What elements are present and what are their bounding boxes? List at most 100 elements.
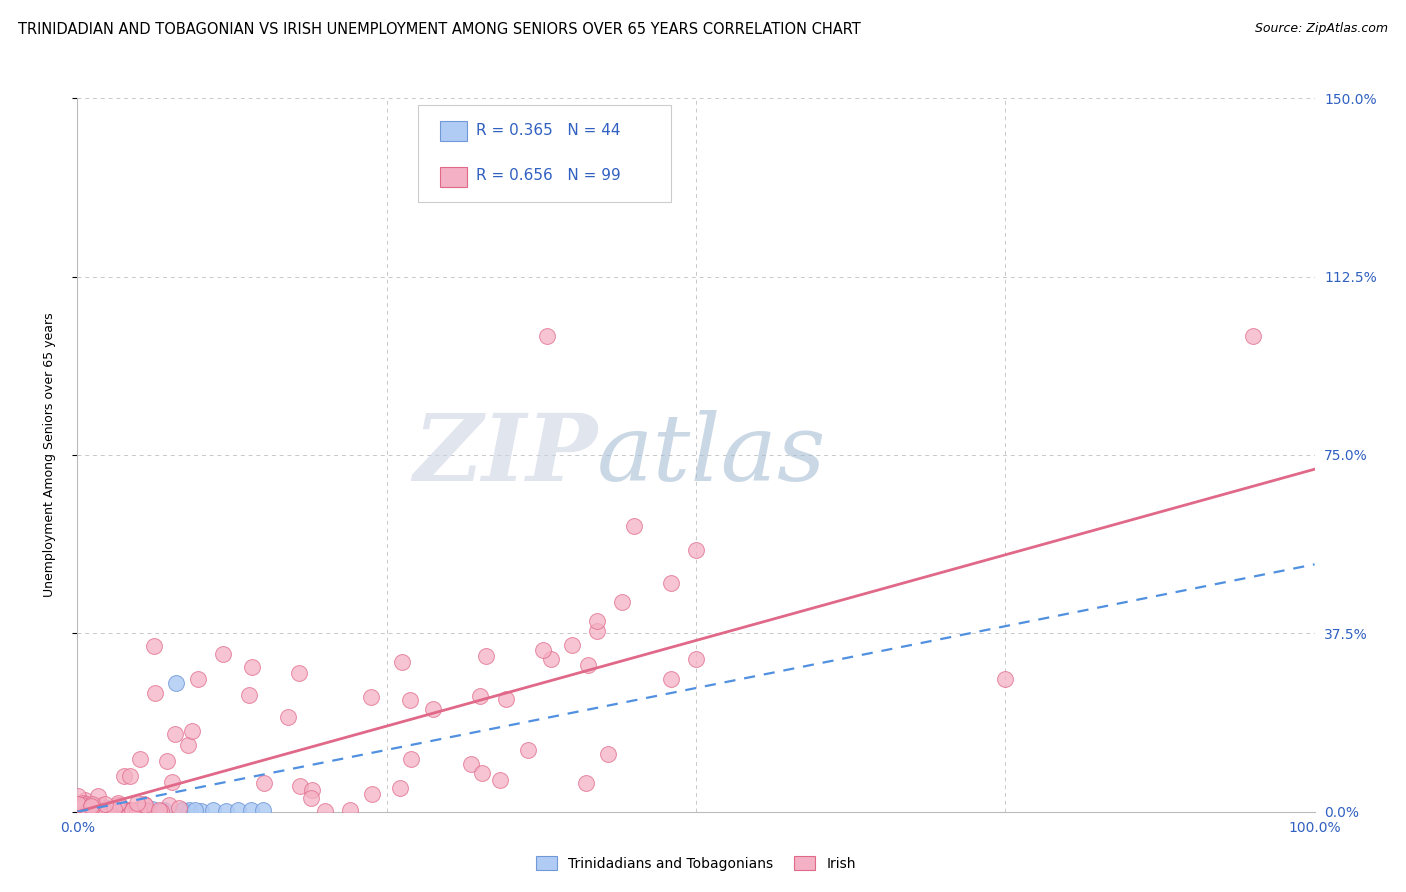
Point bbox=[73, 801, 96, 815]
Point bbox=[360, 690, 382, 705]
Point bbox=[495, 692, 517, 706]
Point bbox=[69, 801, 91, 815]
Legend: Trinidadians and Tobagonians, Irish: Trinidadians and Tobagonians, Irish bbox=[530, 850, 862, 876]
Point bbox=[299, 790, 322, 805]
Point bbox=[107, 797, 129, 811]
Point bbox=[575, 776, 598, 790]
Point bbox=[80, 801, 103, 815]
Point bbox=[69, 803, 91, 817]
Point bbox=[66, 802, 89, 816]
Text: TRINIDADIAN AND TOBAGONIAN VS IRISH UNEMPLOYMENT AMONG SENIORS OVER 65 YEARS COR: TRINIDADIAN AND TOBAGONIAN VS IRISH UNEM… bbox=[18, 22, 860, 37]
Point bbox=[659, 576, 682, 591]
Point bbox=[211, 647, 233, 661]
Point bbox=[339, 803, 361, 817]
Point bbox=[84, 804, 107, 818]
Point bbox=[77, 805, 100, 819]
Point bbox=[586, 615, 609, 629]
Point bbox=[474, 648, 496, 663]
Point bbox=[401, 752, 423, 766]
Point bbox=[238, 689, 260, 703]
Point bbox=[277, 710, 299, 724]
FancyBboxPatch shape bbox=[418, 105, 671, 202]
Point bbox=[105, 802, 128, 816]
Point bbox=[536, 329, 558, 343]
Point bbox=[83, 804, 105, 818]
Point bbox=[103, 802, 125, 816]
Text: ZIP: ZIP bbox=[413, 410, 598, 500]
Point bbox=[97, 803, 120, 817]
Point bbox=[83, 798, 105, 813]
Point bbox=[72, 796, 94, 810]
Point bbox=[114, 803, 136, 817]
Point bbox=[659, 672, 682, 686]
Point bbox=[77, 803, 100, 817]
Point bbox=[91, 804, 114, 818]
Point bbox=[685, 543, 707, 558]
Point bbox=[67, 802, 90, 816]
Point bbox=[165, 676, 187, 690]
Point bbox=[314, 804, 336, 818]
Point bbox=[156, 754, 179, 768]
Point bbox=[132, 803, 155, 817]
Point bbox=[471, 766, 494, 780]
Y-axis label: Unemployment Among Seniors over 65 years: Unemployment Among Seniors over 65 years bbox=[44, 312, 56, 598]
Point bbox=[288, 779, 311, 793]
Point bbox=[105, 798, 128, 813]
Point bbox=[89, 802, 111, 816]
Point bbox=[163, 727, 186, 741]
Point bbox=[143, 685, 166, 699]
Point bbox=[128, 752, 150, 766]
Point bbox=[132, 797, 155, 811]
Text: R = 0.656   N = 99: R = 0.656 N = 99 bbox=[475, 169, 620, 184]
Point bbox=[141, 802, 163, 816]
Point bbox=[239, 803, 262, 817]
Point bbox=[120, 769, 142, 783]
Point bbox=[96, 801, 118, 815]
Point bbox=[540, 651, 562, 665]
Point bbox=[586, 624, 609, 638]
Point bbox=[489, 772, 512, 787]
Point bbox=[160, 775, 183, 789]
Point bbox=[91, 804, 114, 818]
Point bbox=[94, 804, 117, 818]
Point bbox=[177, 803, 200, 817]
Point bbox=[110, 804, 132, 818]
Point bbox=[468, 689, 491, 703]
Point bbox=[177, 738, 200, 752]
Point bbox=[226, 803, 249, 817]
Point bbox=[184, 803, 207, 817]
Point bbox=[190, 804, 212, 818]
Point bbox=[153, 803, 176, 817]
Point bbox=[70, 803, 93, 817]
Point bbox=[70, 803, 93, 817]
Point bbox=[107, 798, 129, 813]
Point bbox=[70, 802, 93, 816]
Point bbox=[422, 701, 444, 715]
Point bbox=[120, 804, 142, 818]
Point bbox=[93, 804, 115, 818]
Point bbox=[202, 803, 225, 817]
Point bbox=[398, 692, 420, 706]
Point bbox=[87, 804, 110, 818]
Point bbox=[80, 804, 103, 818]
Point bbox=[240, 659, 263, 673]
Point bbox=[108, 805, 131, 819]
Point bbox=[533, 643, 555, 657]
Point bbox=[181, 724, 204, 739]
Text: Source: ZipAtlas.com: Source: ZipAtlas.com bbox=[1254, 22, 1388, 36]
Point bbox=[79, 799, 101, 814]
Point bbox=[90, 798, 112, 813]
Point bbox=[252, 803, 274, 817]
Point bbox=[94, 797, 117, 811]
Point bbox=[75, 803, 97, 817]
Point bbox=[561, 638, 583, 652]
Point bbox=[89, 804, 111, 818]
Point bbox=[90, 801, 112, 815]
Point bbox=[143, 639, 166, 653]
Point bbox=[76, 802, 98, 816]
Point bbox=[112, 769, 135, 783]
Point bbox=[288, 665, 311, 680]
Text: atlas: atlas bbox=[598, 410, 827, 500]
Point bbox=[187, 672, 209, 686]
Point bbox=[77, 804, 100, 818]
